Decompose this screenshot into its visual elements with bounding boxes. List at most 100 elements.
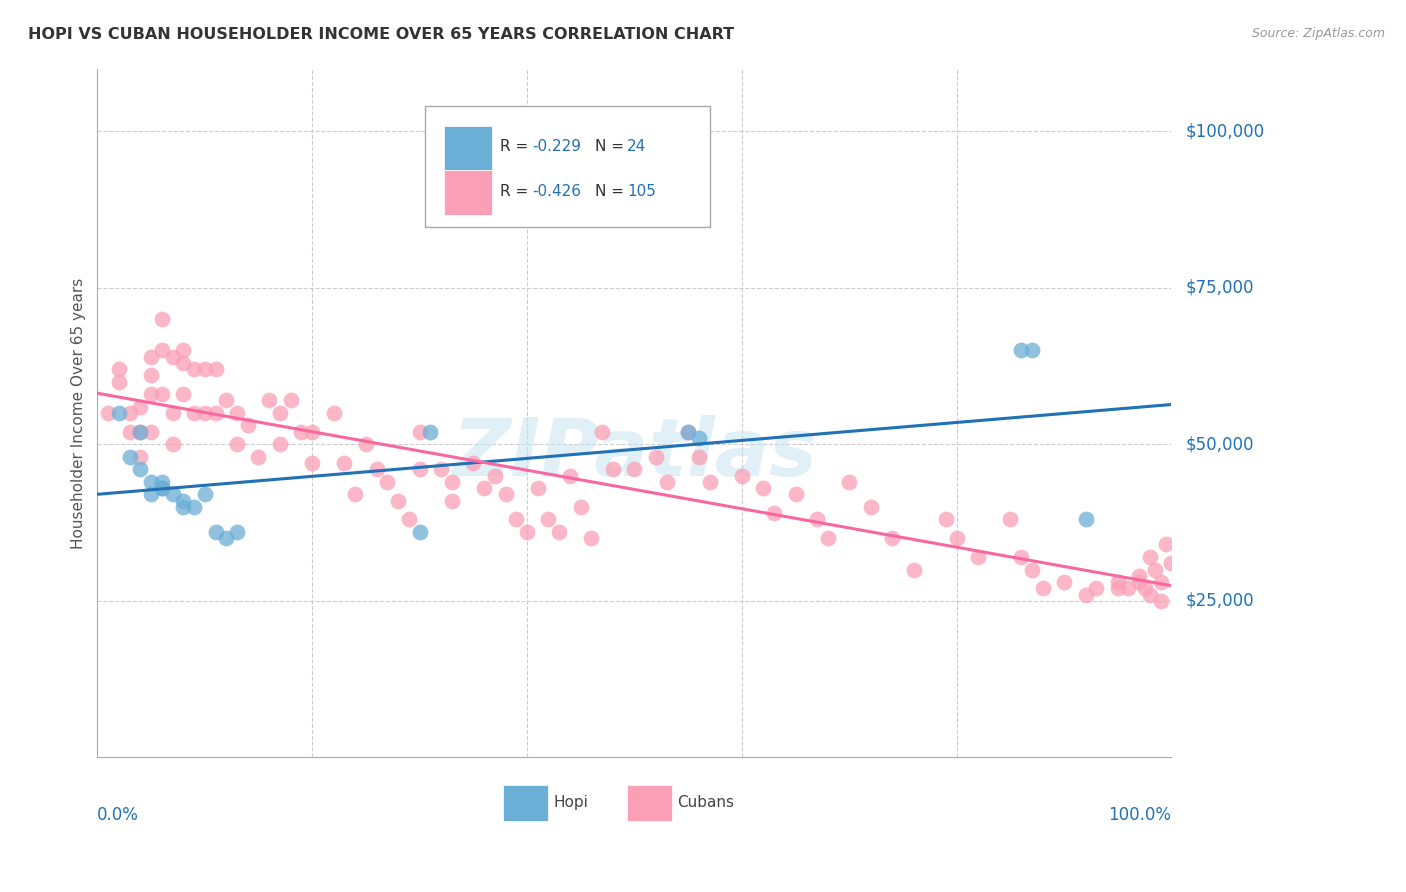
Point [301, 456, 323, 470]
Point [537, 512, 560, 526]
Point [408, 524, 430, 539]
Point [118, 450, 141, 464]
Point [162, 437, 184, 451]
Point [1000, 512, 1022, 526]
Point [408, 462, 430, 476]
Point [806, 512, 828, 526]
Y-axis label: Householder Income Over 65 years: Householder Income Over 65 years [72, 277, 86, 549]
Point [408, 425, 430, 439]
Point [785, 487, 807, 501]
Point [581, 531, 603, 545]
Point [172, 387, 194, 401]
Point [194, 487, 217, 501]
Point [484, 468, 506, 483]
Point [945, 531, 967, 545]
Point [623, 462, 645, 476]
Point [419, 425, 441, 439]
Point [1032, 582, 1054, 596]
Point [354, 437, 377, 451]
Point [1074, 588, 1097, 602]
Point [139, 475, 162, 489]
Text: $100,000: $100,000 [1185, 122, 1264, 140]
Point [194, 362, 217, 376]
Point [129, 450, 152, 464]
Point [162, 350, 184, 364]
Point [548, 524, 571, 539]
Text: N =: N = [595, 184, 628, 199]
Point [1128, 575, 1150, 590]
Text: 105: 105 [627, 184, 655, 199]
Point [377, 475, 399, 489]
Point [129, 425, 152, 439]
Point [129, 400, 152, 414]
Point [215, 531, 238, 545]
Point [882, 531, 904, 545]
Point [226, 437, 249, 451]
Text: ZIPatlas: ZIPatlas [451, 416, 817, 493]
Point [162, 406, 184, 420]
Point [591, 425, 613, 439]
Text: $50,000: $50,000 [1185, 435, 1254, 453]
FancyBboxPatch shape [444, 126, 492, 169]
Point [226, 524, 249, 539]
Point [139, 487, 162, 501]
Point [1154, 537, 1177, 551]
Point [183, 362, 205, 376]
Point [139, 350, 162, 364]
Point [676, 425, 699, 439]
Text: N =: N = [595, 139, 628, 153]
Point [215, 393, 238, 408]
Point [430, 462, 453, 476]
Point [602, 462, 624, 476]
Point [257, 393, 280, 408]
Point [118, 425, 141, 439]
Point [967, 549, 990, 564]
Point [731, 468, 754, 483]
Point [688, 431, 710, 445]
Point [440, 475, 463, 489]
Point [172, 343, 194, 358]
Point [569, 500, 592, 514]
Point [97, 406, 120, 420]
Point [344, 487, 367, 501]
Point [150, 481, 173, 495]
Text: $75,000: $75,000 [1185, 278, 1254, 297]
Point [1144, 562, 1167, 576]
Point [752, 481, 775, 495]
Text: HOPI VS CUBAN HOUSEHOLDER INCOME OVER 65 YEARS CORRELATION CHART: HOPI VS CUBAN HOUSEHOLDER INCOME OVER 65… [28, 27, 734, 42]
Point [1160, 556, 1182, 570]
Point [495, 487, 517, 501]
FancyBboxPatch shape [503, 785, 548, 821]
Point [204, 524, 226, 539]
Point [699, 475, 721, 489]
Point [139, 368, 162, 383]
Point [150, 481, 173, 495]
Point [1107, 575, 1129, 590]
Point [172, 500, 194, 514]
Point [935, 512, 957, 526]
Point [655, 475, 678, 489]
Point [644, 450, 666, 464]
FancyBboxPatch shape [444, 170, 492, 215]
Point [398, 512, 420, 526]
Point [108, 362, 131, 376]
Point [247, 450, 270, 464]
Text: -0.229: -0.229 [533, 139, 581, 153]
Point [129, 425, 152, 439]
Point [1010, 549, 1032, 564]
Point [129, 462, 152, 476]
Point [1085, 582, 1108, 596]
Point [1074, 512, 1097, 526]
Point [1010, 343, 1032, 358]
Point [226, 406, 249, 420]
Point [269, 406, 291, 420]
Point [183, 500, 205, 514]
Point [505, 512, 527, 526]
Point [1139, 549, 1161, 564]
Point [150, 387, 173, 401]
Text: Hopi: Hopi [554, 796, 589, 810]
Point [838, 475, 860, 489]
Point [1107, 582, 1129, 596]
Point [150, 312, 173, 326]
Point [280, 393, 302, 408]
